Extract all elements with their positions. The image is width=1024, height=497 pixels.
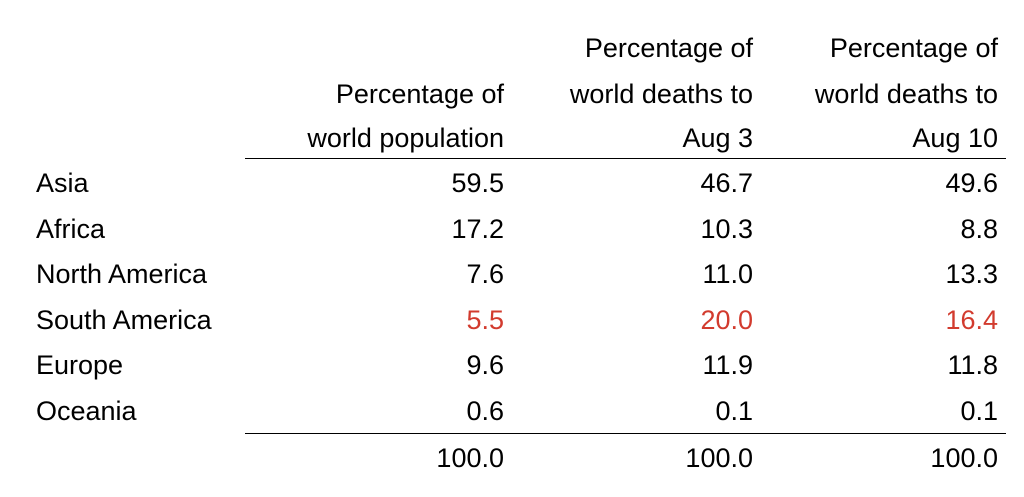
header-rule	[245, 158, 1006, 159]
row-label-oceania: Oceania	[36, 396, 137, 426]
row-label-asia: Asia	[36, 168, 89, 198]
row-label-europe: Europe	[36, 350, 124, 380]
cell-europe-population: 9.6	[466, 350, 504, 380]
col1-header-line2: world population	[307, 123, 504, 153]
cell-north-america-deaths-aug10: 13.3	[945, 259, 998, 289]
row-label-africa: Africa	[36, 214, 106, 244]
col3-header-line2: world deaths to	[814, 79, 998, 109]
cell-oceania-population: 0.6	[466, 396, 504, 426]
col3-header-line3: Aug 10	[912, 123, 998, 153]
cell-europe-deaths-aug10: 11.8	[947, 350, 998, 380]
total-population: 100.0	[436, 443, 504, 473]
total-deaths-aug3: 100.0	[685, 443, 753, 473]
cell-oceania-deaths-aug3: 0.1	[715, 396, 753, 426]
cell-europe-deaths-aug3: 11.9	[702, 350, 753, 380]
cell-south-america-population: 5.5	[466, 305, 504, 335]
col2-header-line3: Aug 3	[682, 123, 753, 153]
cell-africa-deaths-aug10: 8.8	[960, 214, 998, 244]
col1-header-line1: Percentage of	[335, 79, 504, 109]
cell-oceania-deaths-aug10: 0.1	[960, 396, 998, 426]
cell-asia-population: 59.5	[451, 168, 504, 198]
cell-asia-deaths-aug10: 49.6	[945, 168, 998, 198]
col2-header-line2: world deaths to	[569, 79, 753, 109]
totals-rule	[245, 433, 1006, 434]
row-label-south-america: South America	[36, 305, 212, 335]
col3-header-line1: Percentage of	[829, 33, 998, 63]
cell-north-america-population: 7.6	[466, 259, 504, 289]
cell-south-america-deaths-aug10: 16.4	[945, 305, 998, 335]
col2-header-line1: Percentage of	[584, 33, 753, 63]
total-deaths-aug10: 100.0	[930, 443, 998, 473]
row-label-north-america: North America	[36, 259, 208, 289]
cell-asia-deaths-aug3: 46.7	[700, 168, 753, 198]
cell-north-america-deaths-aug3: 11.0	[702, 259, 753, 289]
cell-africa-population: 17.2	[451, 214, 504, 244]
cell-south-america-deaths-aug3: 20.0	[700, 305, 753, 335]
cell-africa-deaths-aug3: 10.3	[700, 214, 753, 244]
